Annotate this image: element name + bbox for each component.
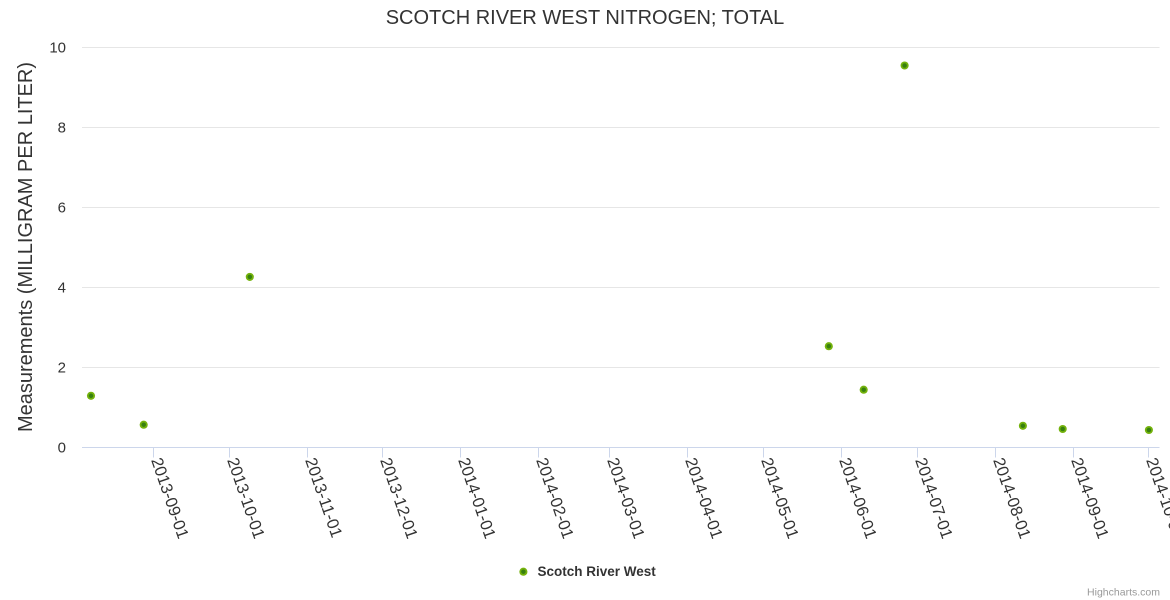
svg-text:Scotch River West: Scotch River West (538, 564, 657, 579)
svg-text:Highcharts.com: Highcharts.com (1087, 587, 1160, 599)
svg-text:2: 2 (58, 360, 66, 377)
svg-text:6: 6 (58, 200, 66, 217)
svg-text:Measurements (MILLIGRAM PER LI: Measurements (MILLIGRAM PER LITER) (15, 62, 37, 432)
svg-text:4: 4 (58, 280, 66, 297)
svg-text:0: 0 (58, 440, 66, 457)
svg-text:SCOTCH RIVER WEST NITROGEN; TO: SCOTCH RIVER WEST NITROGEN; TOTAL (386, 7, 785, 29)
svg-text:10: 10 (49, 40, 66, 57)
svg-text:8: 8 (58, 120, 66, 137)
